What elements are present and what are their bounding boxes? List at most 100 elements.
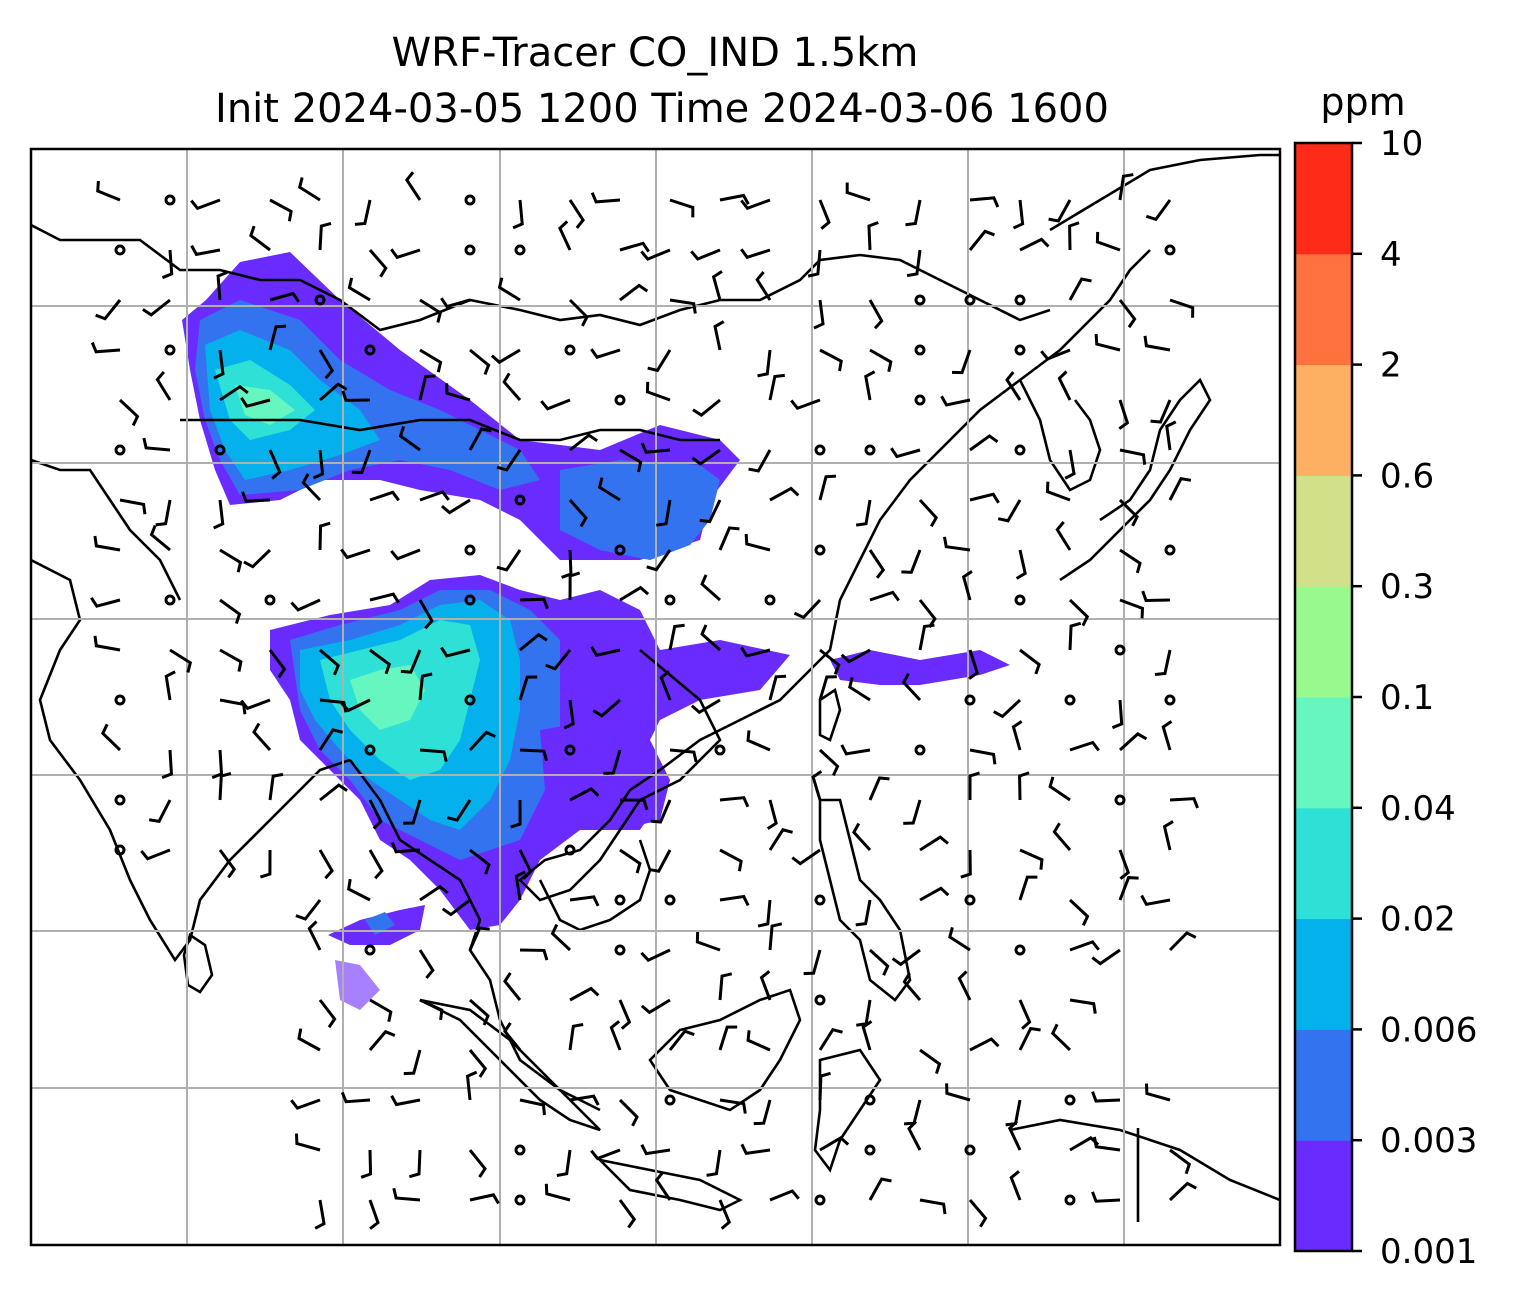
calm-wind-marker	[1114, 794, 1126, 806]
wind-barb	[419, 490, 450, 502]
wind-barb	[544, 1183, 571, 1202]
wind-barb	[1007, 1120, 1022, 1151]
calm-wind-marker	[314, 294, 326, 306]
wind-barb	[818, 199, 831, 230]
wind-barb	[398, 426, 421, 452]
wind-barb	[864, 370, 876, 401]
wind-barb	[390, 1095, 421, 1107]
wind-barb	[569, 433, 599, 452]
wind-barb	[706, 1149, 722, 1177]
colorbar-tick-label-3: 0.02	[1380, 900, 1456, 940]
coast-north-border	[31, 223, 1051, 332]
wind-barb	[297, 1028, 321, 1052]
wind-barb	[441, 898, 471, 917]
coast-newguinea	[1009, 1118, 1280, 1202]
calm-wind-marker	[514, 1144, 526, 1156]
wind-barb	[1068, 221, 1080, 251]
wind-barb	[213, 349, 225, 380]
colorbar-tick-label-8: 2	[1380, 346, 1402, 386]
wind-barb	[590, 645, 621, 657]
wind-barb	[142, 437, 171, 452]
wind-barb	[811, 770, 823, 801]
wind-barb	[868, 1177, 892, 1201]
wind-barb	[569, 895, 600, 907]
wind-barb	[968, 229, 995, 251]
wind-barb	[408, 1149, 422, 1179]
wind-barb	[861, 1020, 873, 1051]
wind-barb	[1012, 199, 1025, 230]
wind-barb	[503, 972, 522, 1001]
wind-barb	[718, 1199, 732, 1230]
wind-barb	[790, 398, 821, 411]
wind-barb	[1005, 371, 1022, 401]
wind-barb	[219, 648, 243, 672]
wind-barb	[155, 370, 172, 401]
wind-barb	[519, 597, 549, 610]
calm-wind-marker	[864, 444, 876, 456]
wind-barb	[340, 698, 371, 713]
coast-java	[596, 1157, 743, 1212]
wind-barb	[768, 674, 787, 701]
wind-barb	[368, 1199, 380, 1230]
wind-barb	[568, 571, 581, 601]
wind-barb	[645, 381, 671, 402]
wind-barb	[1119, 548, 1142, 574]
wind-barb	[269, 198, 293, 222]
wind-barb	[848, 677, 871, 702]
wind-barb	[354, 199, 372, 226]
wind-barb	[619, 585, 650, 602]
calm-wind-marker	[664, 894, 676, 906]
wind-barb	[993, 698, 1022, 719]
wind-barb	[1118, 498, 1139, 527]
wind-barb	[368, 849, 384, 880]
wind-barb	[419, 998, 444, 1021]
wind-barb	[241, 491, 271, 503]
wind-barb	[711, 270, 723, 301]
wind-barb	[290, 1098, 321, 1110]
coast-india	[31, 558, 351, 963]
wind-barb	[318, 849, 334, 880]
wind-barb	[369, 648, 392, 675]
calm-wind-marker	[214, 444, 226, 456]
wind-barb	[1145, 199, 1172, 222]
wind-barb	[619, 848, 642, 874]
wind-barb	[518, 849, 533, 880]
wind-barb	[93, 535, 121, 552]
wind-barb	[469, 1193, 500, 1205]
wind-barb	[819, 1136, 850, 1152]
calm-wind-marker	[114, 794, 126, 806]
calm-wind-marker	[1164, 694, 1176, 706]
calm-wind-marker	[1114, 644, 1126, 656]
plume-taiwan	[830, 650, 1010, 685]
wind-barb	[951, 349, 972, 375]
wind-barb	[219, 384, 249, 402]
coast-indochina	[518, 649, 722, 902]
wind-barb	[569, 1094, 600, 1106]
wind-barb	[149, 524, 171, 552]
wind-barb	[268, 324, 287, 351]
wind-barb	[819, 648, 841, 675]
calm-wind-marker	[1064, 1194, 1076, 1206]
wind-barb	[469, 348, 491, 376]
wind-barb	[218, 849, 237, 879]
calm-wind-marker	[364, 744, 376, 756]
wind-barb	[654, 1171, 672, 1201]
coast-west-border	[31, 458, 182, 601]
wind-barb	[319, 382, 348, 402]
wind-barb	[118, 398, 140, 427]
wind-barb	[514, 870, 526, 901]
coast-bay-bengal	[348, 759, 601, 1112]
wind-barb	[719, 1098, 747, 1114]
wind-barb	[318, 999, 337, 1029]
wind-barb	[669, 198, 695, 218]
wind-barb	[668, 1029, 695, 1051]
wind-barb	[1015, 549, 1027, 580]
calm-wind-marker	[1014, 444, 1026, 456]
calm-wind-marker	[1014, 344, 1026, 356]
wind-barb	[142, 298, 171, 317]
wind-barb	[1048, 776, 1071, 802]
calm-wind-marker	[1164, 244, 1176, 256]
wind-barb	[603, 749, 622, 775]
wind-barb	[268, 772, 284, 801]
wind-barb	[90, 596, 121, 608]
